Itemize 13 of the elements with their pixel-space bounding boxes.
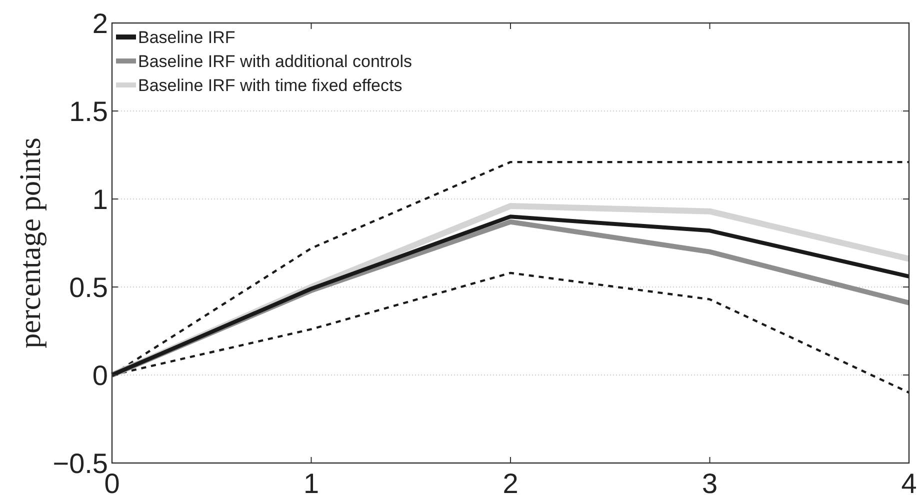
legend-label: Baseline IRF: [138, 28, 236, 47]
legend-label: Baseline IRF with additional controls: [138, 52, 412, 71]
x-tick-label: 3: [702, 468, 718, 495]
y-tick-label: 1: [92, 184, 108, 215]
x-tick-label: 1: [303, 468, 320, 495]
y-axis-title: percentage points: [14, 138, 47, 348]
y-tick-label: 0.5: [69, 272, 108, 303]
legend-label: Baseline IRF with time fixed effects: [138, 76, 402, 95]
x-tick-label: 2: [502, 468, 518, 495]
x-tick-label: 4: [901, 468, 917, 495]
y-tick-label: 0: [92, 360, 108, 391]
y-tick-label: 1.5: [69, 96, 108, 127]
y-tick-label: 2: [92, 8, 108, 39]
